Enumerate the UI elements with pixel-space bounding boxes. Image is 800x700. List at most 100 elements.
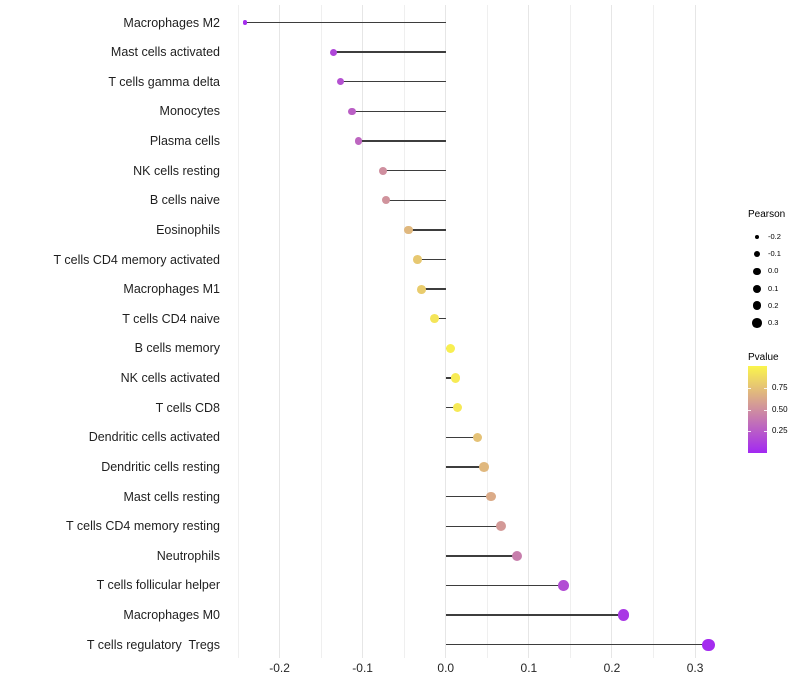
lollipop-dot	[242, 20, 247, 25]
lollipop-dot	[558, 580, 570, 591]
colorbar-tick	[764, 387, 767, 389]
lollipop-dot	[354, 137, 363, 145]
lollipop-stem	[351, 110, 446, 113]
lollipop-dot	[472, 432, 483, 443]
y-axis-label: Eosinophils	[156, 222, 220, 237]
gridline	[528, 5, 530, 658]
lollipop-stem	[417, 258, 446, 261]
lollipop-stem	[445, 644, 709, 646]
lollipop-dot	[404, 225, 413, 235]
lollipop-dot	[336, 78, 344, 86]
lollipop-dot	[496, 521, 507, 532]
gridline	[694, 5, 696, 658]
y-axis-label: B cells memory	[134, 341, 220, 356]
colorbar-tick-label: 0.75	[772, 382, 788, 392]
y-axis-label: NK cells activated	[120, 371, 220, 386]
lollipop-stem	[445, 377, 456, 379]
legend-size-dot	[752, 284, 761, 293]
gridline	[237, 5, 239, 658]
lollipop-stem	[445, 406, 458, 409]
y-axis-label: Dendritic cells activated	[88, 430, 220, 445]
gridline	[653, 5, 655, 658]
lollipop-dot	[451, 373, 461, 383]
lollipop-stem	[358, 140, 446, 142]
lollipop-dot	[452, 403, 463, 413]
y-axis-label: Macrophages M1	[123, 282, 220, 297]
gridline	[486, 5, 488, 658]
legend-size-dot	[753, 267, 761, 275]
lollipop-dot	[512, 550, 523, 561]
gridline	[611, 5, 613, 658]
lollipop-stem	[434, 318, 446, 320]
x-tick-label: 0.1	[520, 661, 538, 675]
lollipop-dot	[348, 107, 356, 116]
y-axis-label: B cells naive	[149, 193, 220, 208]
gridline	[569, 5, 571, 658]
x-tick-label: 0.2	[603, 661, 621, 675]
lollipop-dot	[330, 48, 338, 56]
y-axis-label: Macrophages M0	[123, 608, 220, 623]
lollipop-dot	[485, 491, 496, 502]
legend-size-label: 0.3	[768, 318, 779, 327]
lollipop-stem	[333, 51, 446, 53]
gridline	[403, 5, 405, 658]
y-axis-label: T cells CD4 naive	[122, 311, 220, 326]
x-tick-label: 0.0	[437, 661, 455, 675]
lollipop-stem	[445, 555, 518, 557]
y-axis-label: Macrophages M2	[123, 15, 220, 30]
y-axis-label: Mast cells resting	[123, 489, 220, 504]
legend-title: Pvalue	[748, 352, 779, 363]
legend-size-label: -0.2	[768, 232, 781, 241]
colorbar-tick	[764, 431, 767, 433]
x-tick-label: -0.2	[269, 661, 290, 675]
lollipop-dot	[381, 196, 390, 205]
legend-size-dot	[752, 301, 762, 311]
lollipop-dot	[429, 314, 439, 324]
colorbar-tick-label: 0.25	[772, 426, 788, 436]
lollipop-stem	[340, 81, 446, 83]
lollipop-stem	[421, 288, 446, 290]
y-axis-label: T cells CD8	[155, 400, 220, 415]
legend-size-label: 0.1	[768, 283, 779, 293]
y-axis-label: T cells follicular helper	[96, 578, 220, 593]
legend-size-dot	[754, 251, 760, 258]
lollipop-dot	[446, 343, 456, 354]
lollipop-stem	[445, 584, 564, 587]
lollipop-dot	[378, 166, 387, 175]
lollipop-stem	[445, 466, 484, 468]
lollipop-stem	[445, 525, 502, 527]
gridline	[279, 5, 281, 658]
legend-title: Pearson	[748, 209, 786, 220]
y-axis-label: T cells CD4 memory activated	[53, 252, 221, 267]
legend-size-label: 0.2	[768, 300, 779, 310]
legend-size-dot	[752, 318, 762, 328]
x-tick-label: -0.1	[352, 661, 373, 675]
y-axis-label: Neutrophils	[156, 548, 220, 563]
lollipop-stem	[382, 169, 446, 172]
colorbar-tick	[748, 409, 751, 411]
lollipop-stem	[385, 199, 446, 201]
colorbar-tick	[764, 409, 767, 411]
y-axis-label: T cells gamma delta	[108, 74, 220, 89]
colorbar-tick-label: 0.50	[772, 404, 788, 414]
lollipop-dot	[702, 638, 715, 651]
y-axis-label: Mast cells activated	[110, 45, 220, 60]
legend-size-label: -0.1	[768, 249, 781, 259]
y-axis-label: T cells CD4 memory resting	[66, 519, 220, 534]
y-axis-label: Monocytes	[159, 104, 220, 119]
y-axis-label: T cells regulatory Tregs	[86, 637, 220, 652]
x-tick-label: 0.3	[686, 661, 704, 675]
lollipop-stem	[244, 21, 446, 24]
gridline	[445, 5, 447, 658]
lollipop-stem	[445, 495, 491, 498]
y-axis-label: NK cells resting	[133, 163, 220, 178]
lollipop-stem	[445, 436, 478, 438]
lollipop-dot	[479, 462, 489, 472]
colorbar-tick	[748, 431, 751, 433]
legend-size-dot	[754, 234, 760, 240]
lollipop-dot	[413, 255, 422, 264]
y-axis-label: Dendritic cells resting	[101, 459, 220, 474]
legend-size-label: 0.0	[768, 266, 779, 276]
gridline	[362, 5, 364, 658]
